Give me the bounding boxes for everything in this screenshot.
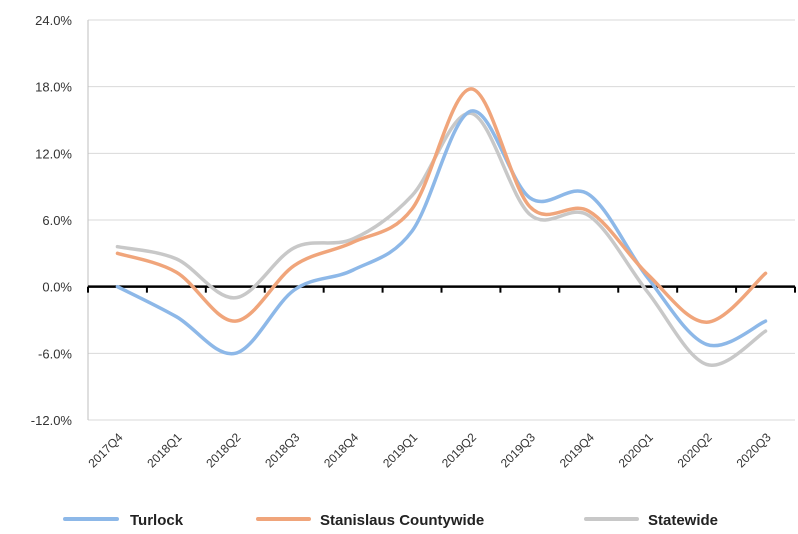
series-line-turlock [115,109,768,356]
x-tick-label: 2018Q3 [262,430,302,470]
y-tick-label: 18.0% [35,80,72,95]
series-line-statewide [115,111,768,367]
x-tick-label: 2019Q3 [498,430,538,470]
x-tick-label: 2018Q2 [203,430,243,470]
legend: Turlock Stanislaus Countywide Statewide [63,512,718,529]
x-tick-label: 2020Q1 [616,430,656,470]
grid-layer [88,19,795,421]
y-tick-label: 12.0% [35,146,72,161]
y-tick-label: 6.0% [42,213,72,228]
x-tick-label: 2019Q2 [439,430,479,470]
x-tick-label: 2017Q4 [85,430,125,470]
x-tick-label: 2020Q3 [734,430,774,470]
legend-label: Stanislaus Countywide [320,512,484,529]
x-tick-label: 2020Q2 [675,430,715,470]
x-tick-label: 2019Q1 [380,430,420,470]
x-tick-label: 2018Q4 [321,430,361,470]
series-line-stanislaus-countywide [115,87,768,324]
x-tick-label: 2018Q1 [144,430,184,470]
y-tick-label: -12.0% [31,413,73,428]
legend-label: Statewide [648,512,718,529]
x-tick-label: 2019Q4 [557,430,597,470]
y-tick-label: 0.0% [42,280,72,295]
y-tick-label: 24.0% [35,13,72,28]
series-layer [115,87,768,367]
legend-label: Turlock [130,512,184,529]
y-axis: -12.0% -6.0% 0.0% 6.0% 12.0% 18.0% 24.0% [31,13,89,428]
y-tick-label: -6.0% [38,346,72,361]
